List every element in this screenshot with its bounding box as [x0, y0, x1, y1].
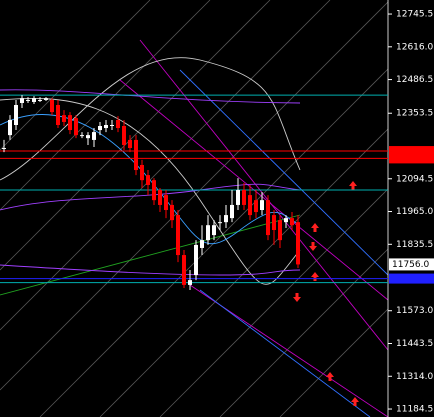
candle-body	[14, 105, 18, 125]
y-tick-label: 11835.5	[396, 240, 433, 250]
candle-body	[8, 119, 12, 136]
candle-body	[236, 190, 240, 205]
y-tick-label: 11965.0	[396, 207, 433, 217]
candle-body	[200, 240, 204, 248]
candle-body	[140, 164, 144, 181]
candle-body	[194, 244, 198, 276]
candle-body	[116, 119, 120, 129]
candle-body	[164, 195, 168, 211]
candle-body	[182, 255, 186, 285]
candle-body	[254, 200, 258, 213]
candle-body	[170, 204, 174, 221]
candle-body	[206, 225, 210, 241]
level-tag	[389, 146, 434, 157]
y-tick-label: 11573.0	[396, 306, 433, 316]
candle-body	[86, 135, 90, 139]
candle-body	[74, 118, 78, 136]
y-tick-label: 12745.5	[396, 10, 433, 20]
candle-body	[38, 99, 42, 101]
candle-body	[218, 222, 222, 224]
candle-body	[212, 225, 216, 236]
candle-body	[284, 218, 288, 223]
candle-body	[134, 139, 138, 171]
signal-arrows	[293, 181, 359, 406]
y-tick-label: 11443.5	[396, 339, 433, 349]
level-tag	[389, 153, 434, 164]
candle-body	[68, 115, 72, 131]
candle-body	[44, 98, 48, 100]
candle-body	[248, 195, 252, 216]
level-tag	[389, 273, 434, 284]
diagonal-grid	[0, 0, 389, 417]
current-price-label: 11756.0	[392, 260, 429, 270]
y-tick-label: 11184.5	[396, 405, 433, 415]
candle-body	[98, 126, 102, 131]
candle-body	[260, 200, 264, 211]
candle-body	[110, 124, 114, 126]
y-tick-label: 11314.0	[396, 372, 433, 382]
candle-body	[56, 105, 60, 125]
candle-body	[266, 200, 270, 236]
candle-body	[290, 218, 294, 226]
candle-body	[272, 215, 276, 231]
candle-body	[62, 115, 66, 122]
y-tick-label: 12353.5	[396, 109, 433, 119]
candle-body	[128, 139, 132, 149]
y-tick-label: 12486.5	[396, 75, 433, 85]
candle-body	[152, 180, 156, 201]
candle-body	[188, 280, 192, 285]
candle-body	[230, 204, 234, 219]
candle-body	[278, 220, 282, 241]
candle-body	[158, 190, 162, 205]
y-tick-label: 12616.0	[396, 42, 433, 52]
candle-body	[26, 99, 30, 101]
candle-body	[92, 132, 96, 140]
y-tick-label: 12094.5	[396, 174, 433, 184]
candle-body	[104, 124, 108, 129]
candle-body	[50, 99, 54, 113]
current-price-box	[389, 258, 434, 271]
candle-body	[146, 175, 150, 185]
candle-body	[80, 135, 84, 137]
candle-body	[122, 126, 126, 145]
candle-body	[224, 215, 228, 223]
candle-body	[242, 190, 246, 205]
candle-body	[32, 98, 36, 102]
candle-body	[20, 98, 24, 103]
candle-body	[296, 222, 300, 265]
candle-body	[176, 215, 180, 256]
candle-body	[2, 148, 6, 150]
